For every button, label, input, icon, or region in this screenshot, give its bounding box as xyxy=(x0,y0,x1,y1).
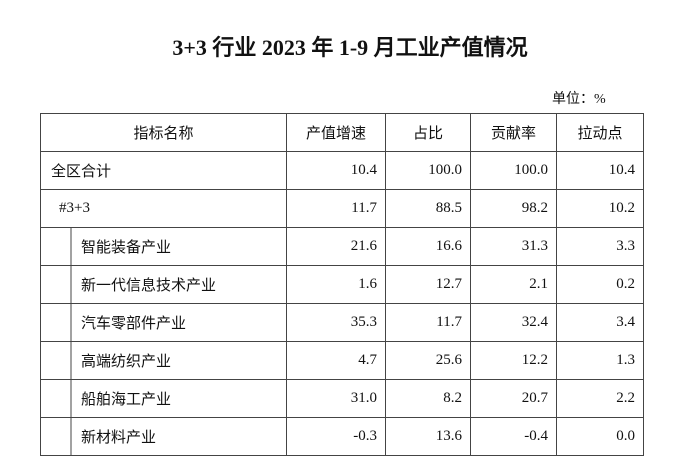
row-label: #3+3 xyxy=(40,189,287,228)
cell: 13.6 xyxy=(385,417,471,456)
cell: 3.3 xyxy=(556,227,644,266)
header-row: 指标名称 产值增速 占比 贡献率 拉动点 xyxy=(40,113,644,152)
cell: 8.2 xyxy=(385,379,471,418)
cell: 98.2 xyxy=(470,189,557,228)
cell: 2.1 xyxy=(470,265,557,304)
table-row: 高端纺织产业 4.7 25.6 12.2 1.3 xyxy=(40,341,644,380)
cell: 12.7 xyxy=(385,265,471,304)
cell: 4.7 xyxy=(286,341,386,380)
cell: 21.6 xyxy=(286,227,386,266)
cell: 100.0 xyxy=(385,151,471,190)
row-label: 全区合计 xyxy=(40,151,287,190)
cell: 11.7 xyxy=(286,189,386,228)
cell: 31.0 xyxy=(286,379,386,418)
cell: 100.0 xyxy=(470,151,557,190)
cell: 10.4 xyxy=(556,151,644,190)
table-row: 汽车零部件产业 35.3 11.7 32.4 3.4 xyxy=(40,303,644,342)
cell: 0.2 xyxy=(556,265,644,304)
table-row: 新材料产业 -0.3 13.6 -0.4 0.0 xyxy=(40,417,644,456)
cell: 20.7 xyxy=(470,379,557,418)
table-row: 全区合计 10.4 100.0 100.0 10.4 xyxy=(40,151,644,190)
row-label: 新材料产业 xyxy=(40,417,287,456)
row-label: 智能装备产业 xyxy=(40,227,287,266)
cell: -0.3 xyxy=(286,417,386,456)
data-table: 指标名称 产值增速 占比 贡献率 拉动点 全区合计 10.4 100.0 100.0 10.4 #… xyxy=(40,113,644,456)
cell: 3.4 xyxy=(556,303,644,342)
row-label: 汽车零部件产业 xyxy=(40,303,287,342)
cell: 88.5 xyxy=(385,189,471,228)
cell: 31.3 xyxy=(470,227,557,266)
table-row: 新一代信息技术产业 1.6 12.7 2.1 0.2 xyxy=(40,265,644,304)
cell: 12.2 xyxy=(470,341,557,380)
table-row: 智能装备产业 21.6 16.6 31.3 3.3 xyxy=(40,227,644,266)
cell: 35.3 xyxy=(286,303,386,342)
row-label: 高端纺织产业 xyxy=(40,341,287,380)
row-label: 船舶海工产业 xyxy=(40,379,287,418)
cell: 1.6 xyxy=(286,265,386,304)
title: 3+3 行业 2023 年 1-9 月工业产值情况 xyxy=(172,35,528,60)
table-row: 船舶海工产业 31.0 8.2 20.7 2.2 xyxy=(40,379,644,418)
column-header: 产值增速 xyxy=(286,113,386,152)
unit: 单位：% xyxy=(552,92,606,107)
column-header: 占比 xyxy=(385,113,471,152)
row-label: 新一代信息技术产业 xyxy=(40,265,287,304)
column-header: 指标名称 xyxy=(40,113,287,152)
cell: 16.6 xyxy=(385,227,471,266)
cell: 2.2 xyxy=(556,379,644,418)
cell: 10.2 xyxy=(556,189,644,228)
cell: -0.4 xyxy=(470,417,557,456)
cell: 0.0 xyxy=(556,417,644,456)
table-row: #3+3 11.7 88.5 98.2 10.2 xyxy=(40,189,644,228)
column-header: 拉动点 xyxy=(556,113,644,152)
cell: 32.4 xyxy=(470,303,557,342)
column-header: 贡献率 xyxy=(470,113,557,152)
cell: 11.7 xyxy=(385,303,471,342)
cell: 1.3 xyxy=(556,341,644,380)
cell: 10.4 xyxy=(286,151,386,190)
cell: 25.6 xyxy=(385,341,471,380)
